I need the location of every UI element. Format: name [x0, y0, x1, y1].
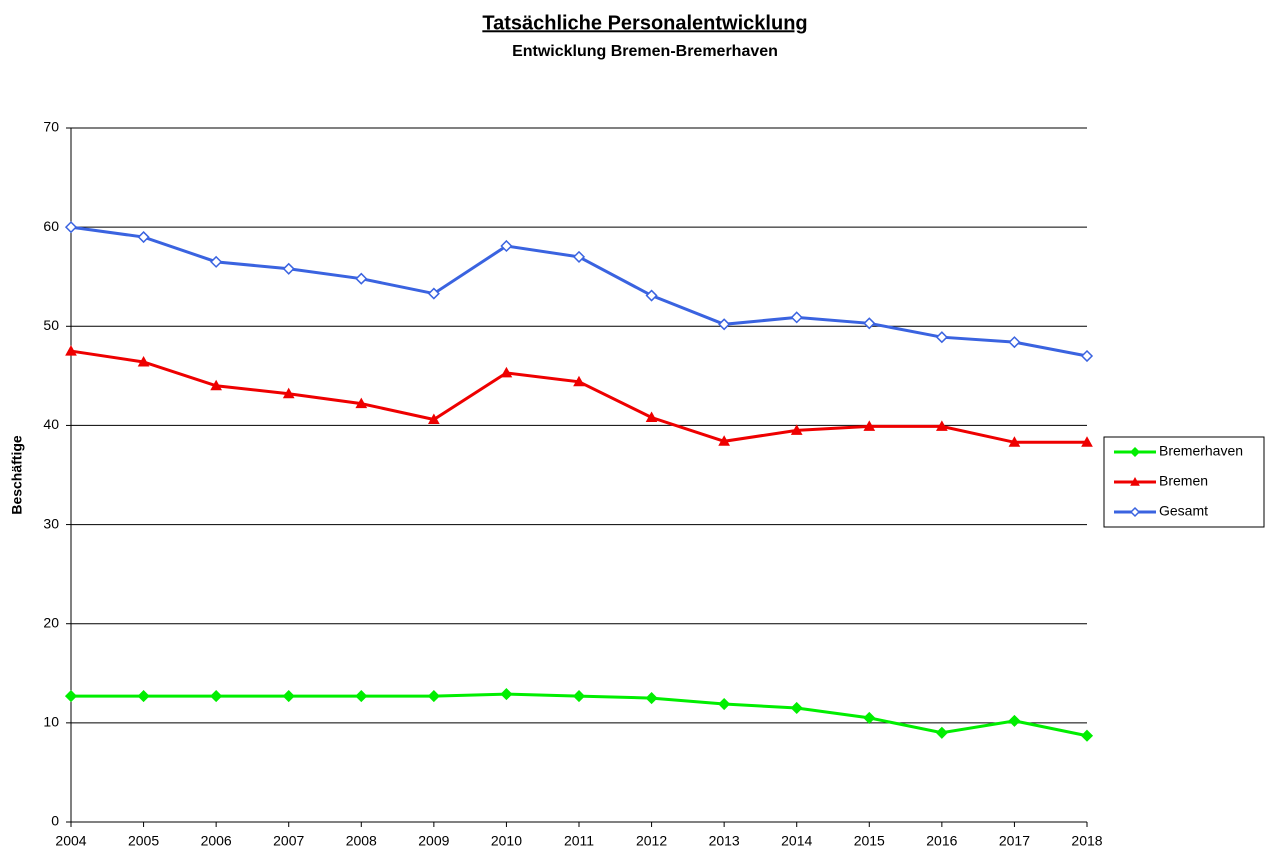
marker — [137, 690, 150, 703]
y-tick-label: 0 — [51, 813, 59, 829]
marker — [1008, 436, 1021, 447]
marker — [935, 726, 948, 739]
marker — [427, 690, 440, 703]
marker — [210, 690, 223, 703]
marker — [573, 375, 585, 387]
marker — [355, 272, 368, 285]
marker — [1081, 436, 1093, 447]
marker — [1008, 714, 1021, 727]
legend-label: Bremen — [1159, 473, 1208, 489]
marker — [790, 311, 803, 324]
marker — [645, 289, 658, 302]
chart-title: Tatsächliche Personalentwicklung — [482, 12, 807, 34]
marker — [1080, 729, 1094, 742]
y-tick-label: 60 — [43, 218, 59, 234]
chart-subtitle: Entwicklung Bremen-Bremerhaven — [512, 43, 778, 60]
marker — [1008, 336, 1021, 349]
marker — [1129, 446, 1141, 458]
y-tick-label: 20 — [43, 614, 59, 630]
marker — [282, 262, 295, 275]
y-tick-label: 10 — [43, 714, 59, 730]
x-tick-label: 2018 — [1071, 833, 1102, 849]
x-tick-label: 2010 — [491, 833, 522, 849]
marker — [936, 420, 948, 431]
x-tick-label: 2007 — [273, 833, 304, 849]
marker — [790, 701, 803, 715]
marker — [863, 317, 876, 330]
x-tick-label: 2009 — [418, 833, 449, 849]
y-axis-label: Beschäftige — [9, 435, 25, 515]
x-tick-label: 2016 — [926, 833, 957, 849]
x-tick-label: 2014 — [781, 833, 812, 849]
marker — [64, 221, 78, 234]
marker — [282, 690, 295, 703]
marker — [935, 331, 948, 344]
x-tick-label: 2004 — [55, 833, 86, 849]
legend-label: Bremerhaven — [1159, 443, 1243, 459]
x-tick-label: 2011 — [564, 833, 594, 849]
marker — [863, 420, 876, 431]
series-line — [70, 349, 1087, 444]
marker — [572, 690, 586, 703]
marker — [355, 397, 368, 409]
y-tick-label: 30 — [43, 515, 59, 531]
marker — [645, 692, 658, 705]
marker — [500, 688, 513, 701]
marker — [718, 697, 731, 711]
series-line — [70, 225, 1088, 358]
marker — [718, 435, 730, 446]
marker — [210, 379, 222, 391]
marker — [65, 345, 77, 356]
marker — [790, 424, 803, 435]
marker — [500, 239, 513, 253]
y-tick-label: 40 — [43, 416, 59, 432]
marker — [427, 287, 440, 300]
marker — [282, 387, 295, 399]
legend-label: Gesamt — [1159, 503, 1208, 519]
marker — [428, 413, 440, 424]
marker — [1080, 349, 1094, 363]
marker — [718, 318, 731, 331]
marker — [500, 366, 513, 378]
marker — [572, 250, 586, 263]
x-tick-label: 2013 — [709, 833, 740, 849]
marker — [1130, 476, 1140, 486]
x-tick-label: 2015 — [854, 833, 885, 849]
y-tick-label: 50 — [43, 317, 59, 333]
x-tick-label: 2005 — [128, 833, 159, 849]
marker — [355, 690, 368, 703]
x-tick-label: 2008 — [346, 833, 377, 849]
y-tick-label: 70 — [43, 119, 59, 135]
marker — [210, 255, 223, 268]
x-tick-label: 2012 — [636, 833, 667, 849]
marker — [1129, 506, 1141, 518]
x-tick-label: 2017 — [999, 833, 1030, 849]
marker — [863, 711, 876, 724]
marker — [645, 411, 658, 422]
marker — [64, 690, 78, 703]
marker — [137, 230, 150, 244]
x-tick-label: 2006 — [201, 833, 232, 849]
marker — [137, 355, 150, 367]
